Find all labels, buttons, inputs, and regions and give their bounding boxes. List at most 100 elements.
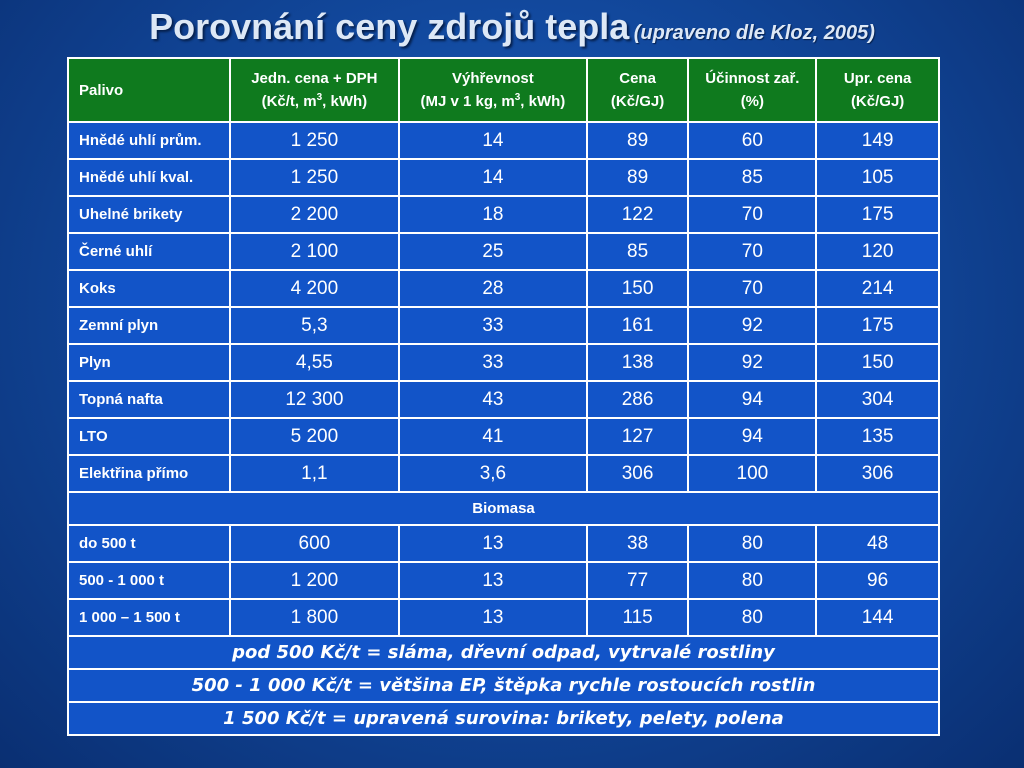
cell-efficiency: 70 (687, 269, 818, 308)
note-text: 500 - 1 000 Kč/t = většina EP, štěpka ry… (67, 668, 940, 703)
title-main: Porovnání ceny zdrojů tepla (149, 6, 630, 47)
cell-calorific-value: 13 (398, 598, 588, 637)
cell-unit-price: 1,1 (228, 454, 401, 493)
header-calorific-line1: Výhřevnost (452, 70, 534, 87)
cell-adjusted-price: 175 (815, 195, 940, 234)
cell-efficiency: 85 (687, 158, 818, 197)
title-subtitle: (upraveno dle Kloz, 2005) (633, 22, 875, 44)
cell-adjusted-price: 304 (815, 380, 940, 419)
header-adjusted-line1: Upr. cena (843, 70, 912, 87)
cell-efficiency: 70 (687, 232, 818, 271)
cell-efficiency: 80 (687, 561, 818, 600)
cell-price: 150 (585, 269, 690, 308)
row-fuel-label: Černé uhlí (67, 232, 231, 271)
table-row: Zemní plyn 5,3 33 161 92 175 (67, 306, 940, 345)
row-fuel-label: 500 - 1 000 t (67, 561, 231, 600)
cell-unit-price: 2 100 (228, 232, 401, 271)
cell-price: 138 (585, 343, 690, 382)
cell-calorific-value: 18 (398, 195, 588, 234)
cell-unit-price: 1 250 (228, 121, 401, 160)
cell-price: 286 (585, 380, 690, 419)
cell-adjusted-price: 175 (815, 306, 940, 345)
slide-title: Porovnání ceny zdrojů tepla (upraveno dl… (0, 6, 1024, 48)
note-row: 1 500 Kč/t = upravená surovina: brikety,… (67, 701, 940, 736)
table-header-row: Palivo Jedn. cena + DPH (Kč/t, m3, kWh) … (67, 57, 940, 123)
cell-calorific-value: 14 (398, 121, 588, 160)
row-fuel-label: LTO (67, 417, 231, 456)
cell-unit-price: 5,3 (228, 306, 401, 345)
row-fuel-label: do 500 t (67, 524, 231, 563)
header-calorific-line2: (MJ v 1 kg, m3, kWh) (420, 92, 566, 111)
row-fuel-label: Koks (67, 269, 231, 308)
cell-unit-price: 1 200 (228, 561, 401, 600)
header-fuel-label: Palivo (79, 81, 124, 99)
header-unit-price: Jedn. cena + DPH (Kč/t, m3, kWh) (228, 57, 401, 123)
table-row: Černé uhlí 2 100 25 85 70 120 (67, 232, 940, 271)
row-fuel-label: Hnědé uhlí prům. (67, 121, 231, 160)
cell-efficiency: 94 (687, 380, 818, 419)
row-fuel-label: Topná nafta (67, 380, 231, 419)
cell-unit-price: 12 300 (228, 380, 401, 419)
cell-unit-price: 600 (228, 524, 401, 563)
header-adjusted-line2: (Kč/GJ) (850, 93, 905, 110)
cell-price: 77 (585, 561, 690, 600)
row-fuel-label: Hnědé uhlí kval. (67, 158, 231, 197)
row-fuel-label: 1 000 – 1 500 t (67, 598, 231, 637)
cell-price: 115 (585, 598, 690, 637)
section-row-biomass: Biomasa (67, 491, 940, 526)
row-fuel-label: Elektřina přímo (67, 454, 231, 493)
header-price-line1: Cena (619, 70, 656, 87)
cell-efficiency: 60 (687, 121, 818, 160)
cell-efficiency: 100 (687, 454, 818, 493)
cell-price: 122 (585, 195, 690, 234)
cell-calorific-value: 43 (398, 380, 588, 419)
cell-price: 85 (585, 232, 690, 271)
cell-unit-price: 4 200 (228, 269, 401, 308)
header-price: Cena (Kč/GJ) (585, 57, 690, 123)
cell-efficiency: 92 (687, 306, 818, 345)
cell-price: 306 (585, 454, 690, 493)
header-adjusted-price: Upr. cena (Kč/GJ) (815, 57, 940, 123)
note-row: 500 - 1 000 Kč/t = většina EP, štěpka ry… (67, 668, 940, 703)
cell-unit-price: 5 200 (228, 417, 401, 456)
table-row: Uhelné brikety 2 200 18 122 70 175 (67, 195, 940, 234)
cell-price: 38 (585, 524, 690, 563)
cell-calorific-value: 28 (398, 269, 588, 308)
cell-price: 89 (585, 158, 690, 197)
cell-efficiency: 80 (687, 524, 818, 563)
cell-adjusted-price: 150 (815, 343, 940, 382)
cell-price: 161 (585, 306, 690, 345)
table-row: Topná nafta 12 300 43 286 94 304 (67, 380, 940, 419)
cell-unit-price: 4,55 (228, 343, 401, 382)
table-row: do 500 t 600 13 38 80 48 (67, 524, 940, 563)
cell-adjusted-price: 48 (815, 524, 940, 563)
row-fuel-label: Zemní plyn (67, 306, 231, 345)
table-row: LTO 5 200 41 127 94 135 (67, 417, 940, 456)
row-fuel-label: Plyn (67, 343, 231, 382)
table-row: Plyn 4,55 33 138 92 150 (67, 343, 940, 382)
header-unit-price-line1: Jedn. cena + DPH (251, 70, 378, 87)
header-efficiency: Účinnost zař. (%) (687, 57, 818, 123)
table-row: Hnědé uhlí prům. 1 250 14 89 60 149 (67, 121, 940, 160)
header-efficiency-line1: Účinnost zař. (705, 70, 800, 87)
cell-efficiency: 80 (687, 598, 818, 637)
cell-adjusted-price: 105 (815, 158, 940, 197)
cell-efficiency: 94 (687, 417, 818, 456)
cell-unit-price: 2 200 (228, 195, 401, 234)
cell-unit-price: 1 800 (228, 598, 401, 637)
cell-adjusted-price: 96 (815, 561, 940, 600)
cell-price: 89 (585, 121, 690, 160)
cell-unit-price: 1 250 (228, 158, 401, 197)
cell-efficiency: 70 (687, 195, 818, 234)
table-row: Elektřina přímo 1,1 3,6 306 100 306 (67, 454, 940, 493)
cell-calorific-value: 3,6 (398, 454, 588, 493)
cell-adjusted-price: 149 (815, 121, 940, 160)
note-row: pod 500 Kč/t = sláma, dřevní odpad, vytr… (67, 635, 940, 670)
table-row: Hnědé uhlí kval. 1 250 14 89 85 105 (67, 158, 940, 197)
header-calorific-value: Výhřevnost (MJ v 1 kg, m3, kWh) (398, 57, 588, 123)
section-label: Biomasa (67, 491, 940, 526)
cell-calorific-value: 33 (398, 306, 588, 345)
note-text: pod 500 Kč/t = sláma, dřevní odpad, vytr… (67, 635, 940, 670)
